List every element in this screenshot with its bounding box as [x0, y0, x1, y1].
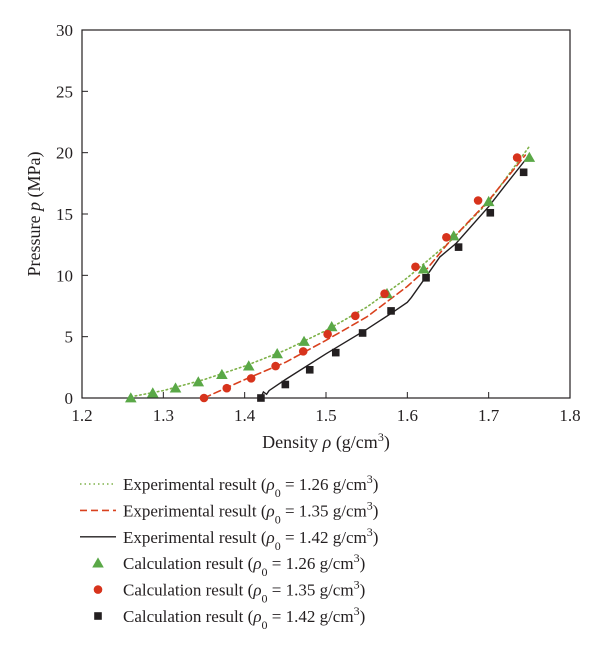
- data-point-square: [454, 243, 463, 251]
- data-point-circle: [271, 361, 280, 371]
- data-point-square: [305, 365, 314, 374]
- data-point-square: [331, 348, 340, 357]
- data-point-square: [519, 168, 528, 177]
- data-point-circle: [298, 347, 308, 356]
- data-point-circle: [323, 329, 332, 339]
- y-tick-label: 10: [56, 266, 73, 285]
- y-tick-label: 30: [56, 21, 73, 40]
- plot-frame: [81, 29, 571, 399]
- x-tick-label: 1.7: [478, 406, 500, 425]
- data-point-triangle: [125, 392, 137, 403]
- data-point-circle: [411, 262, 420, 272]
- data-point-triangle: [447, 230, 460, 241]
- data-point-circle: [222, 383, 232, 393]
- data-point-triangle: [192, 376, 205, 387]
- x-axis-label: Density ρ (g/cm3): [262, 430, 390, 453]
- data-point-triangle: [169, 382, 182, 393]
- x-tick-label: 1.4: [234, 406, 256, 425]
- data-point-triangle: [216, 368, 228, 380]
- y-tick-label: 15: [56, 205, 73, 224]
- legend-entry-label: Calculation result (ρ0 = 1.26 g/cm3): [123, 551, 365, 579]
- x-tick-label: 1.3: [153, 406, 174, 425]
- data-point-square: [358, 329, 367, 337]
- y-tick-label: 20: [56, 144, 73, 163]
- legend-entry-label: Calculation result (ρ0 = 1.35 g/cm3): [123, 578, 365, 606]
- data-point-triangle: [146, 387, 159, 398]
- data-point-triangle: [523, 151, 536, 162]
- legend-entry-label: Calculation result (ρ0 = 1.42 g/cm3): [123, 604, 365, 632]
- data-point-square: [486, 208, 495, 217]
- legend-marker-swatch: [93, 585, 103, 594]
- x-tick-label: 1.6: [397, 406, 418, 425]
- data-point-triangle: [298, 335, 310, 346]
- x-tick-label: 1.5: [315, 406, 336, 425]
- legend-entry-label: Experimental result (ρ0 = 1.26 g/cm3): [123, 472, 378, 500]
- series-line-dotted: [130, 145, 531, 398]
- legend-entry-label: Experimental result (ρ0 = 1.35 g/cm3): [123, 498, 378, 526]
- y-tick-label: 25: [56, 82, 73, 101]
- data-point-circle: [350, 311, 360, 321]
- data-point-circle: [442, 233, 451, 242]
- data-point-circle: [199, 393, 209, 403]
- series-line-dashed: [203, 154, 527, 399]
- legend-marker-swatch: [94, 612, 102, 620]
- data-point-circle: [380, 289, 389, 299]
- x-tick-label: 1.8: [559, 406, 580, 425]
- data-point-triangle: [325, 321, 338, 332]
- data-point-square: [281, 380, 290, 389]
- y-tick-label: 5: [65, 328, 74, 347]
- data-point-circle: [246, 374, 256, 383]
- series-line-solid: [260, 159, 526, 399]
- data-point-triangle: [417, 263, 430, 274]
- data-point-square: [422, 273, 430, 282]
- y-axis-label: Pressure p (MPa): [24, 152, 45, 277]
- x-tick-label: 1.2: [71, 406, 92, 425]
- data-point-triangle: [482, 195, 495, 207]
- data-point-circle: [512, 153, 522, 162]
- legend-entry-label: Experimental result (ρ0 = 1.42 g/cm3): [123, 525, 378, 553]
- data-point-square: [257, 394, 265, 402]
- data-point-triangle: [242, 360, 255, 371]
- data-point-triangle: [271, 348, 283, 359]
- legend-marker-swatch: [92, 557, 104, 568]
- data-point-square: [387, 307, 395, 315]
- data-point-circle: [473, 196, 483, 205]
- y-tick-label: 0: [65, 389, 74, 408]
